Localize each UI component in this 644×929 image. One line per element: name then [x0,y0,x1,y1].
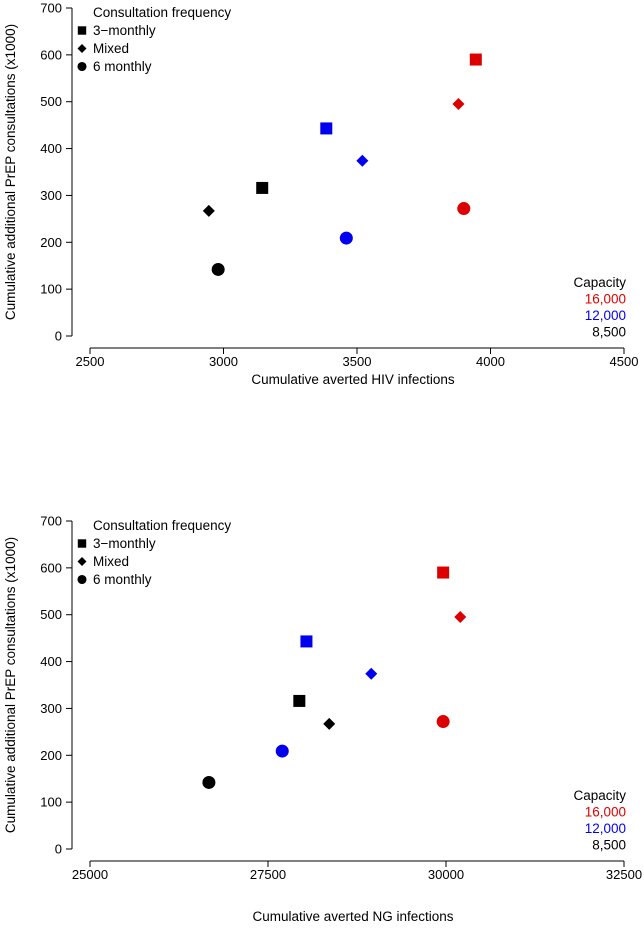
point-6 monthly-8500 [211,262,225,276]
y-tick-label: 500 [40,94,62,109]
y-tick-label: 300 [40,188,62,203]
legend-capacity-title: Capacity [573,788,626,803]
point-Mixed-12000 [365,667,378,680]
point-3-monthly-12000 [320,122,333,135]
legend-capacity-title: Capacity [573,275,626,290]
legend-capacity-label: 12,000 [585,821,626,836]
y-tick-label: 400 [40,654,62,669]
x-tick-label: 32500 [606,867,642,882]
y-tick-label: 600 [40,560,62,575]
x-axis-title: Cumulative averted HIV infections [251,372,455,387]
point-6 monthly-8500 [202,775,216,789]
point-3-monthly-8500 [293,694,306,707]
y-tick-label: 0 [55,842,62,857]
legend-marker-circle [77,61,87,72]
point-Mixed-16000 [452,98,465,111]
point-6 monthly-16000 [436,715,450,729]
legend-marker-square [77,539,87,548]
legend-shape-label: Mixed [93,41,129,56]
y-tick-label: 600 [40,47,62,62]
x-tick-label: 2500 [76,354,105,369]
y-tick-label: 200 [40,235,62,250]
point-6 monthly-16000 [457,202,471,216]
point-Mixed-8500 [202,204,215,217]
chart-panel-hiv: 2500 3000 3500 4000 4500 0 100 200 300 400 500 600 7… [3,1,638,388]
y-tick-label: 700 [40,514,62,529]
legend-capacity-label: 16,000 [585,805,626,820]
x-tick-label: 3500 [343,354,372,369]
legend-marker-square [77,26,87,35]
legend-shape-label: 6 monthly [93,59,152,74]
x-tick-label: 25000 [72,867,108,882]
point-3-monthly-8500 [256,181,269,194]
y-axis-title: Cumulative additional PrEP consultations… [3,24,18,320]
legend-capacity-label: 8,500 [592,838,626,853]
point-6 monthly-12000 [339,231,353,245]
y-tick-label: 500 [40,607,62,622]
legend-shape-label: 3−monthly [93,23,156,38]
legend-shape-title: Consultation frequency [93,5,231,20]
legend-shape-label: 3−monthly [93,536,156,551]
legend-capacity-label: 8,500 [592,325,626,340]
y-tick-label: 300 [40,701,62,716]
legend-capacity-label: 12,000 [585,308,626,323]
legend-shape-label: Mixed [93,554,129,569]
point-Mixed-12000 [356,154,369,167]
y-tick-label: 100 [40,795,62,810]
y-tick-label: 700 [40,1,62,16]
chart-panel-ng: 25000 27500 30000 32500 0 100 200 300 400 500 600 7… [3,514,642,925]
x-axis-title: Cumulative averted NG infections [252,909,453,924]
y-tick-label: 200 [40,748,62,763]
point-6 monthly-12000 [275,744,289,758]
point-3-monthly-12000 [300,635,313,648]
legend-shape-label: 6 monthly [93,572,152,587]
y-tick-label: 400 [40,141,62,156]
x-tick-label: 30000 [428,867,464,882]
x-tick-label: 4000 [476,354,505,369]
legend-capacity-label: 16,000 [585,292,626,307]
y-axis-title: Cumulative additional PrEP consultations… [3,537,18,833]
x-tick-label: 3000 [209,354,238,369]
legend-marker-diamond [77,557,87,566]
legend-marker-circle [77,574,87,585]
point-Mixed-16000 [454,611,467,624]
point-3-monthly-16000 [437,566,450,579]
x-tick-label: 27500 [250,867,286,882]
y-tick-label: 100 [40,282,62,297]
legend-shape-title: Consultation frequency [93,518,231,533]
point-Mixed-8500 [323,717,336,730]
x-tick-label: 4500 [610,354,639,369]
legend-marker-diamond [77,44,87,53]
y-tick-label: 0 [55,329,62,344]
point-3-monthly-16000 [469,53,482,66]
